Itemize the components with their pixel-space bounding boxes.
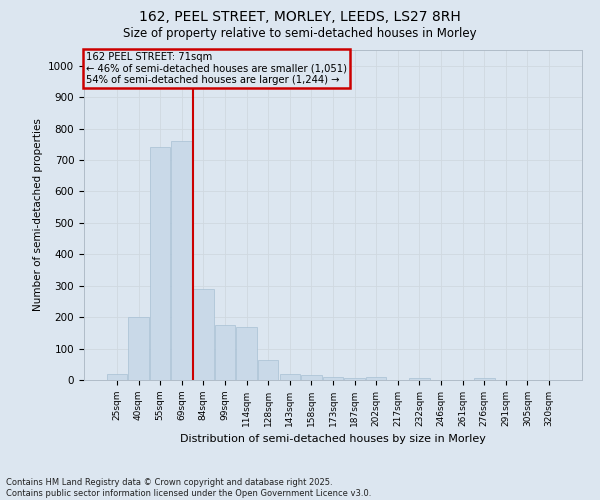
Bar [128,317,149,380]
Bar [366,377,386,380]
Text: 162 PEEL STREET: 71sqm
← 46% of semi-detached houses are smaller (1,051)
54% of : 162 PEEL STREET: 71sqm ← 46% of semi-det… [86,52,347,85]
Text: 162, PEEL STREET, MORLEY, LEEDS, LS27 8RH: 162, PEEL STREET, MORLEY, LEEDS, LS27 8R… [139,10,461,24]
Bar [215,325,235,380]
Bar [280,374,300,380]
Bar [344,378,365,380]
X-axis label: Distribution of semi-detached houses by size in Morley: Distribution of semi-detached houses by … [180,434,486,444]
Bar [193,289,214,380]
Bar [409,378,430,380]
Bar [107,374,127,380]
Bar [258,360,278,380]
Text: Size of property relative to semi-detached houses in Morley: Size of property relative to semi-detach… [123,28,477,40]
Bar [236,326,257,380]
Y-axis label: Number of semi-detached properties: Number of semi-detached properties [32,118,43,312]
Bar [301,376,322,380]
Bar [323,377,343,380]
Bar [150,148,170,380]
Text: Contains HM Land Registry data © Crown copyright and database right 2025.
Contai: Contains HM Land Registry data © Crown c… [6,478,371,498]
Bar [172,141,192,380]
Bar [474,378,494,380]
